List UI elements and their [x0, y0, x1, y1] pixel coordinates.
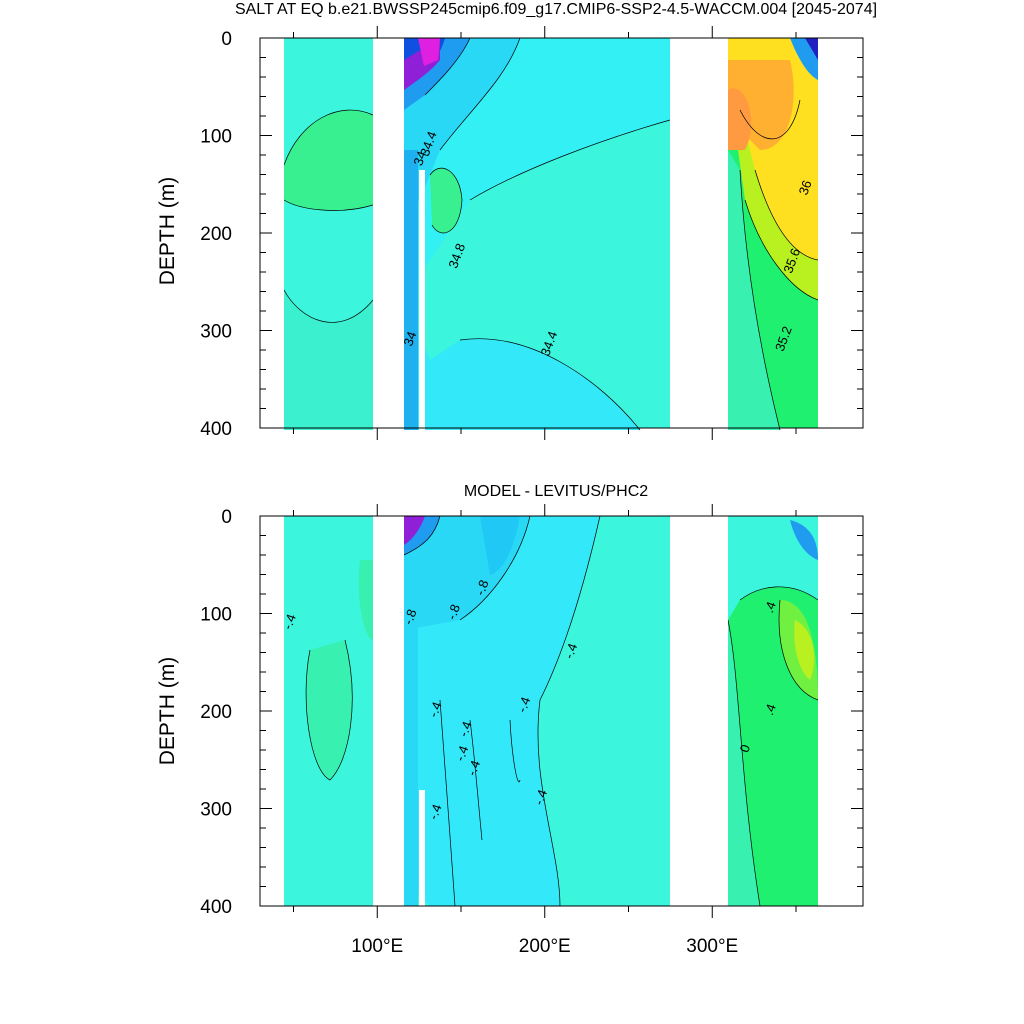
indian-diff-high — [306, 640, 353, 780]
atlantic-western-low — [728, 150, 780, 430]
y-tick-label: 200 — [200, 702, 232, 723]
atlantic-core — [728, 88, 752, 150]
atlantic-diff-east-fresh — [790, 520, 818, 560]
top-y-axis-label: DEPTH (m) — [156, 177, 179, 286]
bottom-contour-labels: -.4 -.8 -.8-.8-.4-.4 -.4-.4-.4-.4-.4-.4.4.4… — [280, 578, 779, 822]
warm-pool-magenta — [418, 38, 440, 66]
pacific-diff-pocket — [480, 516, 520, 575]
indian-deep-fill — [284, 290, 373, 430]
pacific-salinity-max — [430, 168, 462, 233]
y-tick-label: 0 — [221, 507, 232, 528]
y-tick-label: 200 — [200, 224, 232, 245]
bottom-y-axis-label: DEPTH (m) — [156, 657, 179, 766]
contour-label: -.4 — [531, 788, 550, 807]
top-panel: SALT AT EQ b.e21.BWSSP245cmip6.f09_g17.C… — [156, 1, 877, 440]
contour-label: -.8 — [444, 602, 463, 621]
bottom-land-maritime — [373, 516, 404, 906]
contour-label: -.4 — [425, 700, 444, 719]
contour-label: 36 — [796, 178, 815, 197]
top-contour-lines — [283, 37, 819, 431]
top-land-maritime — [373, 38, 404, 428]
contour-label: -.4 — [561, 641, 580, 660]
y-tick-label: 300 — [200, 322, 232, 343]
x-tick-label: 100°E — [351, 936, 403, 957]
island-gap — [419, 170, 425, 430]
contour-label: -.4 — [452, 744, 471, 763]
y-tick-label: 400 — [200, 419, 232, 440]
x-tick-label: 200°E — [519, 936, 571, 957]
island-gap-bottom — [419, 790, 425, 906]
y-tick-label: 100 — [200, 127, 232, 148]
contour-label: 34 — [400, 329, 419, 348]
itf-diff-strip — [404, 620, 418, 906]
top-panel-field — [283, 37, 819, 431]
x-tick-label: 300°E — [686, 936, 738, 957]
bottom-panel-field — [284, 515, 819, 907]
contour-label: -.4 — [280, 612, 299, 631]
indian-subsurface-high — [284, 110, 373, 211]
indian-diff-east — [358, 560, 373, 640]
contour-label: -.4 — [464, 758, 483, 777]
atlantic-diff-yellowgreen — [794, 620, 815, 680]
atlantic-east-fresher — [805, 38, 818, 60]
pacific-deep-fresh — [404, 300, 640, 430]
bottom-land-americas — [670, 516, 728, 906]
contour-label: 34 — [410, 149, 429, 168]
contour-label: -.4 — [425, 802, 444, 821]
atlantic-diff-surface — [728, 516, 818, 620]
atlantic-east-fresh — [790, 38, 818, 80]
y-tick-label: 100 — [200, 605, 232, 626]
contour-label: 0 — [737, 742, 754, 754]
indonesian-throughflow-strip — [404, 150, 418, 430]
bottom-panel-title: MODEL - LEVITUS/PHC2 — [464, 483, 648, 500]
y-tick-label: 400 — [200, 897, 232, 918]
contour-label: -.8 — [472, 578, 491, 597]
contour-label: -.4 — [456, 719, 475, 738]
y-tick-label: 0 — [221, 29, 232, 50]
contour-label: -.8 — [400, 607, 419, 626]
atlantic-diff-west — [728, 620, 760, 906]
top-panel-title: SALT AT EQ b.e21.BWSSP245cmip6.f09_g17.C… — [235, 1, 877, 18]
bottom-axes: 0 100 200 300 400 100°E 200°E 300°E — [200, 504, 864, 957]
bottom-contour-lines — [305, 515, 819, 907]
top-axes: 0 100 200 300 400 — [200, 26, 864, 440]
pacific-diff-strongest — [404, 516, 425, 545]
y-tick-label: 300 — [200, 800, 232, 821]
top-land-americas — [670, 38, 728, 428]
contour-label: .4 — [761, 702, 779, 717]
contour-label: .4 — [761, 599, 779, 614]
contour-label: -.4 — [514, 695, 533, 714]
bottom-panel: MODEL - LEVITUS/PHC2 — [156, 483, 864, 957]
